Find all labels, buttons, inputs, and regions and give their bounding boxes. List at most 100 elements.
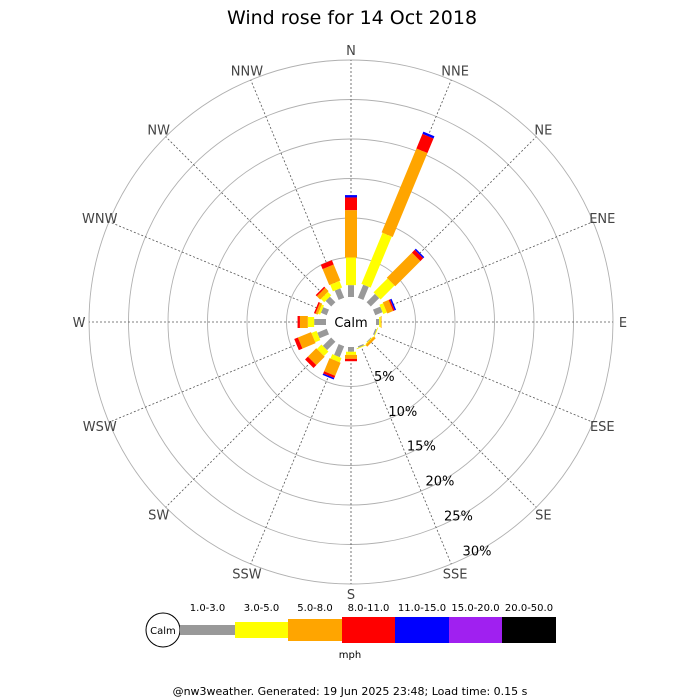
legend-unit: mph	[339, 650, 361, 661]
bar-nne-bin-2	[361, 232, 392, 288]
radial-tick-label: 10%	[388, 405, 417, 420]
grid-spoke	[373, 331, 594, 423]
radial-tick-label: 30%	[463, 544, 492, 559]
direction-label-ese: ESE	[590, 420, 615, 435]
footer-text: @nw3weather. Generated: 19 Jun 2025 23:4…	[173, 685, 528, 698]
legend-swatch-5	[395, 617, 449, 643]
radial-tick-label: 5%	[374, 370, 395, 385]
bar-ene-bin-5	[390, 298, 397, 311]
bar-wsw-bin-4	[294, 337, 303, 351]
bar-se-bin-1	[366, 337, 372, 343]
direction-label-ene: ENE	[589, 212, 615, 227]
direction-label-sse: SSE	[443, 567, 468, 582]
chart-bars	[294, 131, 435, 380]
calm-center: Calm	[326, 297, 376, 347]
radial-tick-label: 20%	[425, 475, 454, 490]
radial-tick-label: 25%	[444, 509, 473, 524]
grid-spoke	[360, 79, 452, 300]
bar-ssw-bin-5	[322, 373, 335, 380]
direction-label-ne: NE	[534, 124, 552, 139]
direction-label-ssw: SSW	[232, 567, 262, 582]
calm-circle	[326, 297, 376, 347]
legend-swatch-7	[502, 617, 556, 643]
grid-spoke	[108, 331, 329, 423]
bar-ne-bin-4	[411, 249, 424, 262]
bar-nne-bin-4	[416, 133, 434, 154]
bar-sw-bin-4	[305, 356, 317, 368]
bar-sse-bin-1	[357, 343, 364, 348]
grid-spoke	[368, 339, 537, 508]
grid-spoke	[165, 339, 334, 508]
bar-ene-bin-4	[388, 299, 395, 312]
bar-nnw-bin-3	[322, 264, 341, 286]
legend-label-4: 8.0-11.0	[348, 603, 390, 614]
grid-spoke	[108, 221, 329, 313]
bar-wsw-bin-3	[297, 332, 316, 349]
bar-ne-bin-2	[373, 278, 395, 300]
chart-grid	[88, 59, 614, 585]
bar-wnw-bin-3	[315, 302, 323, 315]
legend-calm-label: Calm	[150, 626, 176, 637]
bar-sw-bin-1	[322, 337, 336, 351]
bar-nne-bin-1	[357, 284, 369, 301]
grid-ring	[207, 178, 495, 466]
direction-label-nw: NW	[147, 124, 170, 139]
bar-nne-bin-3	[381, 148, 428, 237]
legend-swatch-1	[180, 625, 235, 635]
legend-swatch-4	[342, 617, 395, 643]
grid-spoke	[250, 79, 342, 300]
direction-label-se: SE	[535, 508, 551, 523]
direction-label-w: W	[73, 316, 86, 331]
bar-ene-bin-1	[372, 306, 383, 316]
direction-label-s: S	[347, 588, 355, 603]
direction-label-nnw: NNW	[231, 65, 263, 80]
chart-labels: N NNE NE ENE E ESE SE SSE S SSW SW WSW W WNW NW NNW 5% 10…	[73, 44, 628, 603]
grid-spoke	[368, 136, 537, 305]
bar-nw-bin-3	[316, 287, 329, 300]
bar-ssw-bin-1	[334, 343, 345, 358]
bar-ne-bin-3	[386, 252, 421, 287]
direction-label-n: N	[346, 44, 356, 59]
bar-wsw-bin-2	[311, 330, 321, 343]
legend-label-1: 1.0-3.0	[190, 603, 225, 614]
radial-tick-label: 15%	[407, 440, 436, 455]
bar-wsw-bin-1	[317, 328, 330, 339]
calm-label: Calm	[334, 316, 367, 331]
direction-label-nne: NNE	[441, 65, 469, 80]
direction-label-e: E	[619, 316, 627, 331]
bar-nnw-bin-1	[334, 288, 345, 301]
bar-wnw-bin-4	[313, 302, 320, 314]
bar-ssw-bin-3	[324, 358, 341, 376]
bar-ese-bin-1	[372, 328, 377, 335]
legend-swatch-2	[235, 622, 288, 638]
bar-sw-bin-2	[316, 344, 329, 357]
legend-label-5: 11.0-15.0	[398, 603, 446, 614]
bar-ene-bin-2	[379, 303, 387, 315]
legend-label-2: 3.0-5.0	[244, 603, 279, 614]
bar-sw-bin-3	[307, 348, 325, 366]
bar-nnw-bin-4	[320, 260, 334, 270]
bar-se-bin-3	[365, 336, 376, 347]
legend-label-6: 15.0-20.0	[451, 603, 499, 614]
bar-nw-bin-1	[325, 296, 336, 307]
bar-ene-bin-3	[382, 299, 394, 314]
direction-label-sw: SW	[148, 508, 169, 523]
direction-label-wsw: WSW	[83, 420, 117, 435]
bar-nw-bin-2	[320, 291, 332, 303]
bar-ssw-bin-4	[323, 371, 336, 379]
grid-spoke	[250, 344, 342, 565]
bar-se-bin-2	[365, 336, 374, 345]
legend-swatch-6	[449, 617, 502, 643]
grid-spoke	[373, 221, 594, 313]
grid-spoke	[165, 136, 334, 305]
direction-label-wnw: WNW	[82, 212, 118, 227]
bar-wnw-bin-2	[317, 304, 324, 315]
grid-spoke	[360, 344, 452, 565]
legend-label-7: 20.0-50.0	[505, 603, 553, 614]
legend-swatch-3	[288, 619, 342, 641]
bar-wnw-bin-1	[320, 307, 330, 316]
bar-ssw-bin-2	[330, 354, 342, 363]
chart-title: Wind rose for 14 Oct 2018	[227, 7, 477, 29]
bar-nnw-bin-2	[330, 280, 343, 292]
